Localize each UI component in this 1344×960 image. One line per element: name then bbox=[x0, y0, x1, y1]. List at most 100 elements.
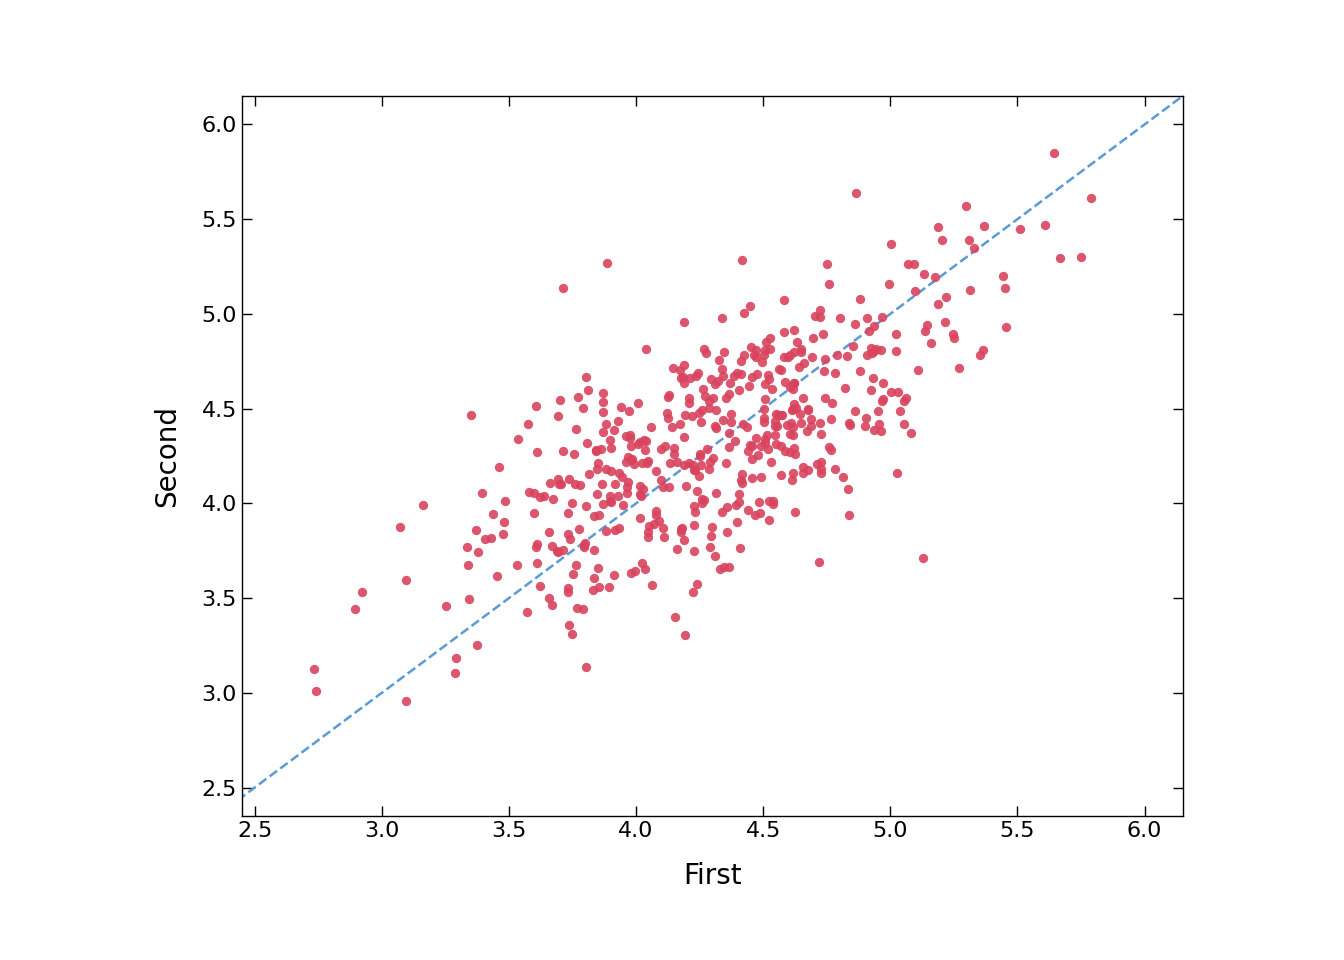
Point bbox=[720, 407, 742, 422]
Point bbox=[675, 407, 696, 422]
Point bbox=[591, 394, 613, 409]
Point bbox=[750, 438, 771, 453]
Point bbox=[781, 472, 802, 488]
Point bbox=[351, 585, 372, 600]
Point bbox=[586, 486, 607, 501]
Point bbox=[1035, 217, 1056, 232]
Point bbox=[765, 427, 786, 443]
Point bbox=[637, 453, 659, 468]
Point bbox=[735, 420, 757, 435]
Point bbox=[595, 461, 617, 476]
Point bbox=[761, 454, 782, 469]
Point bbox=[524, 506, 546, 521]
Point bbox=[547, 471, 569, 487]
Point bbox=[344, 602, 366, 617]
Point bbox=[894, 417, 915, 432]
Point bbox=[747, 447, 769, 463]
Point bbox=[527, 444, 548, 460]
Point bbox=[773, 293, 794, 308]
Point bbox=[943, 330, 965, 346]
Point bbox=[629, 511, 650, 526]
Point bbox=[672, 520, 694, 536]
Point bbox=[691, 491, 712, 506]
Point bbox=[931, 232, 953, 248]
Point bbox=[613, 497, 634, 513]
Point bbox=[718, 425, 739, 441]
Point bbox=[774, 349, 796, 365]
Point bbox=[548, 393, 570, 408]
Point bbox=[790, 415, 812, 430]
Point bbox=[624, 457, 645, 472]
Point bbox=[461, 407, 482, 422]
Point bbox=[766, 419, 788, 434]
Point bbox=[808, 554, 829, 569]
Point bbox=[855, 410, 876, 425]
Point bbox=[765, 407, 786, 422]
Point bbox=[702, 390, 723, 405]
Point bbox=[770, 362, 792, 377]
Point bbox=[659, 387, 680, 402]
Point bbox=[825, 462, 847, 477]
Point bbox=[927, 297, 949, 312]
Point bbox=[872, 375, 894, 391]
Point bbox=[558, 506, 579, 521]
Point bbox=[817, 276, 839, 292]
Point bbox=[839, 508, 860, 523]
Point bbox=[688, 468, 710, 484]
Point bbox=[694, 492, 715, 507]
Point bbox=[628, 396, 649, 411]
Point bbox=[589, 508, 610, 523]
Point bbox=[495, 493, 516, 509]
Point bbox=[767, 407, 789, 422]
Point bbox=[741, 340, 762, 355]
Point bbox=[732, 417, 754, 432]
Point bbox=[900, 425, 922, 441]
Point bbox=[774, 444, 796, 459]
Point bbox=[669, 416, 691, 431]
Point bbox=[620, 565, 641, 581]
Point bbox=[867, 403, 888, 419]
Point bbox=[530, 579, 551, 594]
Point bbox=[759, 341, 781, 356]
Point bbox=[546, 543, 567, 559]
Point bbox=[734, 348, 755, 363]
Point bbox=[563, 446, 585, 462]
Point bbox=[625, 564, 646, 579]
Point bbox=[637, 524, 659, 540]
Point bbox=[571, 400, 593, 416]
Point bbox=[519, 484, 540, 499]
Point bbox=[784, 375, 805, 391]
Point bbox=[765, 436, 786, 451]
Point bbox=[743, 348, 765, 363]
Point bbox=[648, 513, 669, 528]
Point bbox=[745, 508, 766, 523]
Point bbox=[472, 486, 493, 501]
Point bbox=[683, 457, 704, 472]
Point bbox=[632, 556, 653, 571]
Point bbox=[856, 348, 878, 363]
Point bbox=[552, 542, 574, 558]
Point bbox=[591, 404, 613, 420]
Point bbox=[761, 382, 782, 397]
Point bbox=[675, 478, 696, 493]
Point bbox=[745, 349, 766, 365]
Point bbox=[1043, 146, 1064, 161]
Point bbox=[741, 470, 762, 486]
Point bbox=[792, 460, 813, 475]
Point bbox=[566, 557, 587, 572]
Point bbox=[862, 346, 883, 361]
Point bbox=[558, 580, 579, 595]
Point bbox=[603, 476, 625, 492]
Point bbox=[413, 497, 434, 513]
Point bbox=[853, 419, 875, 434]
Point bbox=[956, 199, 977, 214]
Point bbox=[667, 541, 688, 557]
Point bbox=[601, 493, 622, 509]
Point bbox=[508, 431, 530, 446]
Point bbox=[636, 434, 657, 449]
Point bbox=[973, 342, 995, 357]
Point bbox=[731, 472, 753, 488]
Point bbox=[714, 560, 735, 575]
Point bbox=[558, 471, 579, 487]
X-axis label: First: First bbox=[683, 862, 742, 890]
